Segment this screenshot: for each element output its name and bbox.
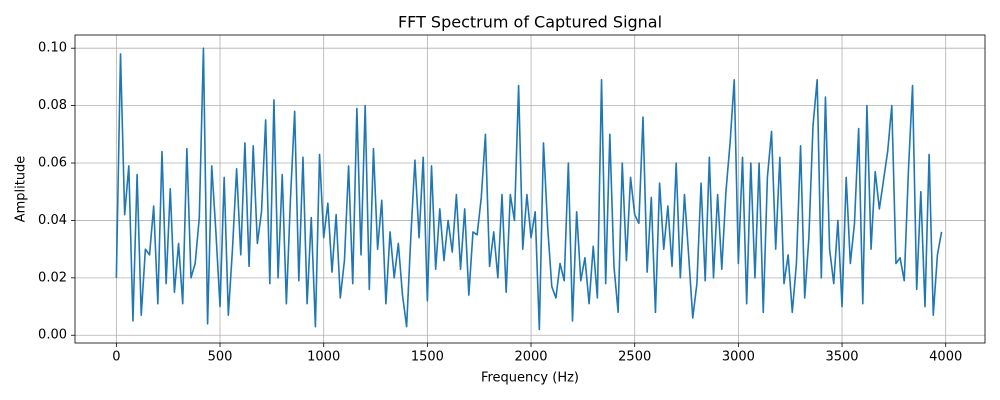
spectrum-line bbox=[115, 47, 943, 331]
x-tick-label: 2000 bbox=[514, 350, 547, 365]
x-tick-label: 1000 bbox=[307, 350, 340, 365]
y-tick-label: 0.08 bbox=[38, 98, 67, 113]
y-tick-label: 0.00 bbox=[38, 328, 67, 343]
x-tick-label: 0 bbox=[112, 350, 120, 365]
x-tick-label: 3500 bbox=[825, 350, 858, 365]
y-tick-label: 0.02 bbox=[38, 270, 67, 285]
plot-frame bbox=[74, 34, 986, 344]
y-tick-label: 0.10 bbox=[38, 41, 67, 56]
chart-title: FFT Spectrum of Captured Signal bbox=[398, 13, 662, 32]
x-tick-label: 500 bbox=[208, 350, 233, 365]
x-tick-label: 2500 bbox=[618, 350, 651, 365]
y-tick-label: 0.04 bbox=[38, 213, 67, 228]
x-tick-label: 1500 bbox=[411, 350, 444, 365]
x-axis-label: Frequency (Hz) bbox=[481, 371, 579, 386]
y-tick-label: 0.06 bbox=[38, 156, 67, 171]
x-tick-label: 3000 bbox=[722, 350, 755, 365]
y-axis-label: Amplitude bbox=[14, 156, 29, 223]
x-tick-label: 4000 bbox=[929, 350, 962, 365]
